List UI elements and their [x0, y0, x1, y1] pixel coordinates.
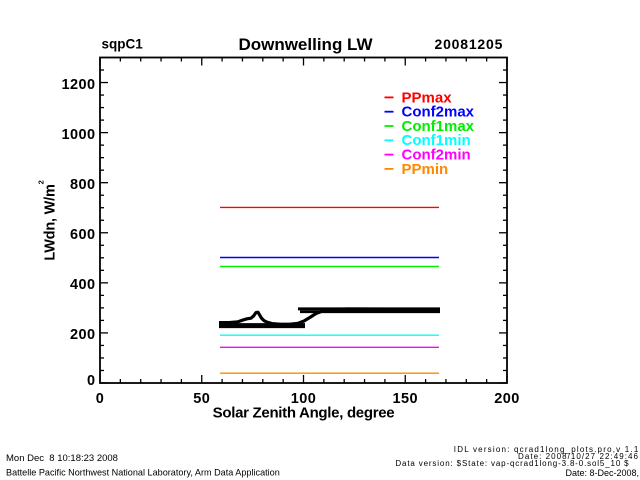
- svg-text:IDL version: qcrad1long_plots.: IDL version: qcrad1long_plots.pro,v 1.1: [454, 445, 640, 454]
- svg-text:800: 800: [70, 177, 96, 193]
- svg-text:200: 200: [494, 391, 520, 407]
- svg-text:Date: 8-Dec-2008,: Date: 8-Dec-2008,: [565, 468, 639, 478]
- svg-text:Data version: $State: vap-qcra: Data version: $State: vap-qcrad1long-3.8…: [395, 459, 629, 468]
- svg-text:LWdn, W/m2: LWdn, W/m2: [37, 180, 59, 260]
- svg-text:0: 0: [96, 391, 105, 407]
- svg-text:Conf2max: Conf2max: [402, 104, 475, 121]
- svg-text:50: 50: [193, 391, 210, 407]
- svg-text:Conf2min: Conf2min: [402, 147, 471, 164]
- svg-text:Conf1min: Conf1min: [402, 132, 471, 149]
- svg-text:Battelle Pacific Northwest Nat: Battelle Pacific Northwest National Labo…: [6, 468, 280, 478]
- svg-text:Conf1max: Conf1max: [402, 118, 475, 135]
- svg-text:150: 150: [392, 391, 418, 407]
- svg-text:20081205: 20081205: [435, 36, 504, 52]
- svg-text:100: 100: [291, 391, 317, 407]
- svg-text:200: 200: [70, 327, 96, 343]
- svg-text:Solar Zenith Angle, degree: Solar Zenith Angle, degree: [213, 405, 395, 422]
- svg-text:0: 0: [87, 373, 96, 389]
- svg-text:PPmax: PPmax: [402, 89, 453, 106]
- svg-text:600: 600: [70, 227, 96, 243]
- svg-text:Mon Dec 8 10:18:23 2008: Mon Dec 8 10:18:23 2008: [6, 453, 118, 464]
- svg-text:400: 400: [70, 277, 96, 293]
- svg-text:1000: 1000: [61, 127, 95, 143]
- svg-text:1200: 1200: [61, 77, 95, 93]
- svg-text:Date: 2008/10/27 22:49:46: Date: 2008/10/27 22:49:46: [518, 452, 639, 461]
- svg-text:sqpC1: sqpC1: [102, 36, 144, 51]
- svg-text:Downwelling LW: Downwelling LW: [238, 35, 373, 54]
- svg-text:PPmin: PPmin: [402, 161, 449, 178]
